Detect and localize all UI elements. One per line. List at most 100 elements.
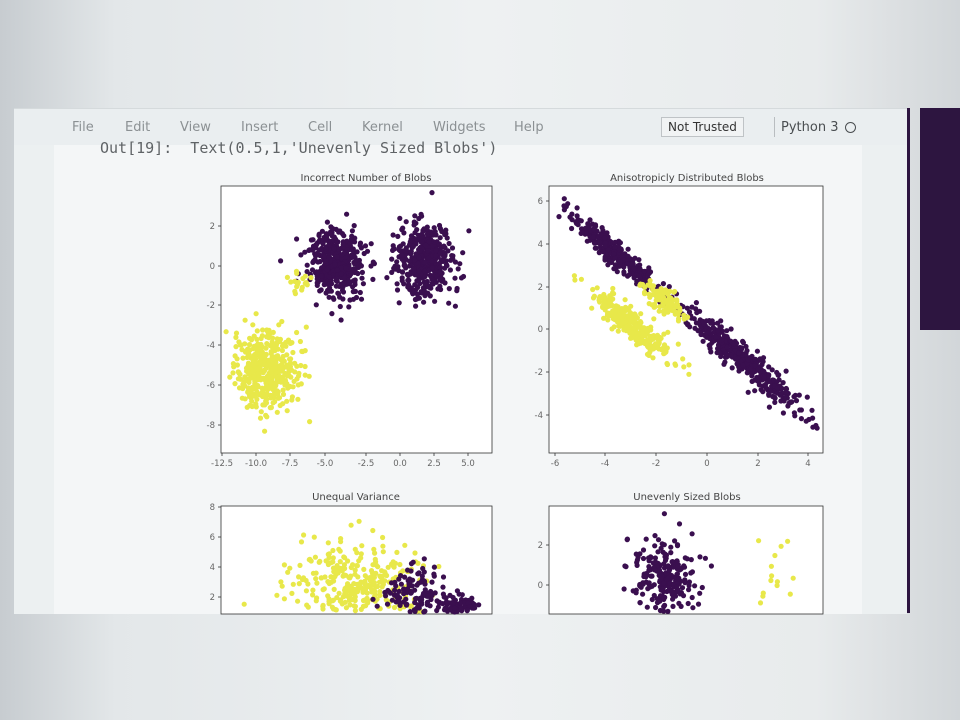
scatter-point — [316, 232, 322, 239]
scatter-point — [358, 296, 365, 302]
scatter-point — [364, 590, 370, 596]
scatter-point — [291, 378, 297, 384]
scatter-point — [669, 559, 675, 565]
scatter-point — [421, 609, 427, 615]
scatter-point — [424, 231, 430, 237]
scatter-point — [403, 596, 409, 602]
scatter-point — [724, 334, 730, 340]
scatter-point — [352, 608, 358, 614]
not-trusted-badge[interactable]: Not Trusted — [661, 117, 744, 137]
scatter-point — [412, 257, 418, 263]
scatter-point — [325, 540, 331, 546]
scatter-point — [686, 582, 692, 589]
scatter-point — [629, 331, 635, 337]
scatter-point — [403, 219, 409, 225]
output-prompt: Out[19]: Text(0.5,1,'Unevenly Sized Blob… — [100, 139, 498, 157]
scatter-point — [377, 592, 383, 599]
scatter-point — [412, 213, 418, 219]
scatter-point — [686, 309, 693, 315]
scatter-point — [670, 596, 676, 602]
scatter-point — [612, 244, 618, 250]
scatter-point — [360, 597, 367, 604]
menu-insert[interactable]: Insert — [241, 120, 279, 135]
scatter-point — [574, 213, 580, 219]
scatter-point — [587, 217, 593, 223]
side-strip — [907, 108, 910, 613]
scatter-point — [254, 382, 260, 389]
scatter-point — [458, 600, 464, 606]
scatter-point — [328, 579, 334, 585]
scatter-point — [306, 373, 312, 379]
scatter-point — [749, 378, 755, 384]
menu-help[interactable]: Help — [514, 120, 544, 135]
plot3-title: Unequal Variance — [312, 492, 400, 503]
scatter-point — [686, 587, 692, 593]
scatter-point — [774, 385, 781, 391]
scatter-point — [297, 338, 303, 345]
menu-widgets[interactable]: Widgets — [433, 120, 486, 135]
scatter-point — [313, 576, 319, 582]
scatter-point — [804, 394, 810, 400]
menu-kernel[interactable]: Kernel — [362, 120, 403, 135]
scatter-point — [658, 286, 664, 292]
scatter-point — [429, 579, 435, 585]
scatter-point — [446, 240, 452, 247]
scatter-point — [234, 356, 240, 362]
scatter-point — [647, 349, 653, 355]
scatter-point — [640, 327, 646, 333]
scatter-point — [419, 573, 425, 579]
scatter-point — [691, 316, 697, 322]
scatter-point — [747, 366, 754, 372]
scatter-point — [272, 380, 278, 386]
scatter-point — [322, 253, 328, 260]
scatter-point — [697, 554, 703, 560]
scatter-point — [798, 416, 805, 422]
scatter-point — [803, 418, 809, 424]
scatter-point — [752, 388, 758, 394]
scatter-point — [238, 342, 244, 348]
scatter-point — [673, 362, 679, 368]
scatter-point — [436, 285, 442, 291]
scatter-point — [356, 518, 362, 524]
scatter-point — [402, 262, 408, 268]
scatter-point — [598, 232, 604, 238]
scatter-point — [569, 225, 575, 232]
menu-file[interactable]: File — [72, 120, 94, 135]
scatter-point — [281, 596, 287, 602]
scatter-point — [330, 272, 336, 278]
menu-cell[interactable]: Cell — [308, 120, 333, 135]
scatter-point — [330, 555, 336, 561]
scatter-point — [437, 264, 443, 270]
scatter-point — [789, 399, 795, 405]
scatter-point — [279, 318, 285, 325]
scatter-point — [624, 537, 630, 543]
scatter-point — [452, 303, 458, 309]
scatter-point — [649, 596, 655, 603]
scatter-point — [358, 551, 364, 557]
scatter-point — [310, 592, 316, 598]
menu-view[interactable]: View — [180, 120, 211, 135]
scatter-point — [433, 247, 439, 254]
scatter-point — [617, 240, 624, 246]
scatter-point — [338, 265, 344, 271]
menu-edit[interactable]: Edit — [125, 120, 151, 135]
scatter-point — [336, 546, 342, 552]
scatter-point — [637, 600, 643, 606]
scatter-point — [334, 267, 340, 273]
scatter-point — [675, 341, 681, 347]
scatter-point — [427, 293, 433, 299]
scatter-point — [665, 608, 671, 615]
scatter-point — [253, 360, 259, 366]
scatter-point — [687, 324, 693, 330]
plot1-ytick: -2 — [207, 301, 215, 311]
scatter-point — [702, 555, 709, 561]
scatter-point — [674, 543, 681, 549]
scatter-point — [597, 239, 603, 245]
scatter-point — [422, 281, 428, 287]
scatter-point — [287, 565, 293, 571]
scatter-point — [310, 259, 316, 265]
scatter-point — [352, 279, 358, 285]
scatter-point — [770, 393, 776, 400]
scatter-point — [631, 325, 637, 331]
plot2-xtick: -4 — [601, 459, 609, 469]
